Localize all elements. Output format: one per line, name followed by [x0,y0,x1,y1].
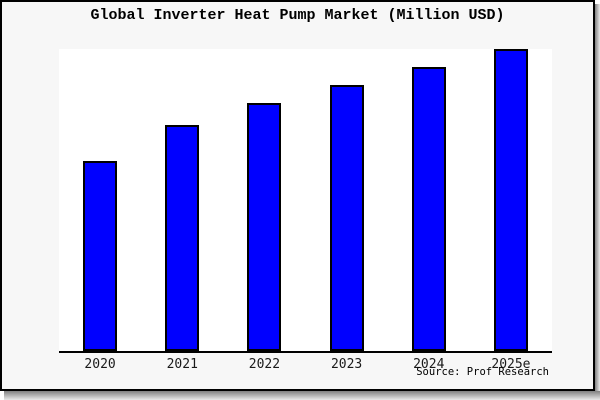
x-tick-label-2021: 2021 [166,357,198,372]
bar-2023 [329,85,364,351]
source-label: Source: Prof Research [416,366,549,378]
x-axis-labels: 2020 2021 2022 2023 2024 2025e [59,357,552,372]
bar-2024 [411,67,446,351]
bar-2022 [247,103,282,351]
drop-shadow-bottom [4,391,600,400]
chart-frame: Global Inverter Heat Pump Market (Millio… [0,0,595,391]
x-tick-label-2022: 2022 [248,357,281,372]
drop-shadow-right [595,4,600,391]
x-tick-label-2023: 2023 [330,357,363,372]
plot-area [59,49,552,351]
bar-2025e [493,49,528,351]
chart-title: Global Inverter Heat Pump Market (Millio… [90,7,505,24]
x-tick-label-2025e: 2025e [491,357,531,372]
bar-2020 [83,160,118,351]
x-tick-label-2020: 2020 [84,357,116,372]
x-axis-line [59,351,552,353]
bar-2021 [165,124,200,351]
x-tick-label-2024: 2024 [413,357,445,372]
